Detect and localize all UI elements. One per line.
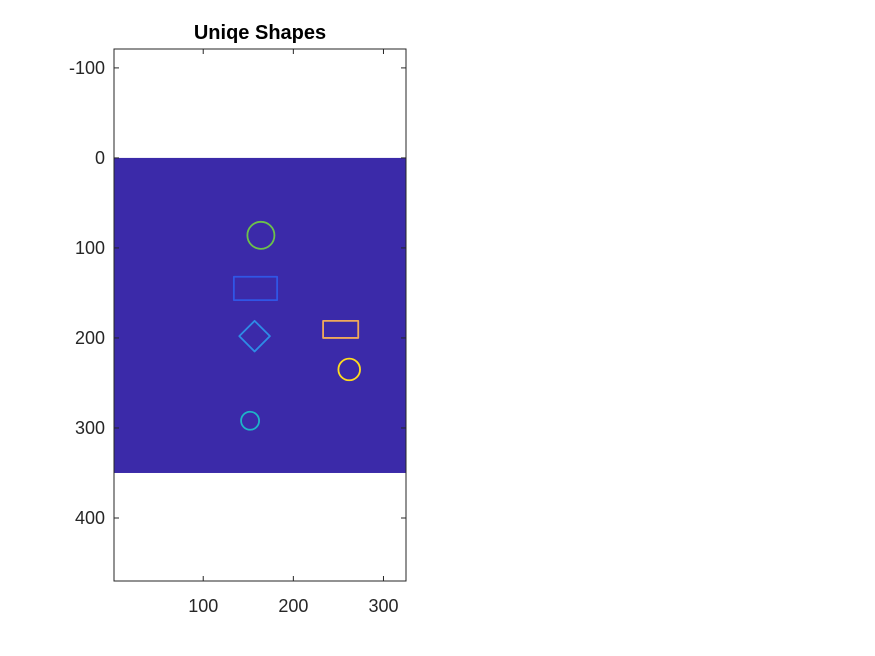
axes: 100 200 300 -100 0 100 200 300 400 (69, 48, 407, 616)
shape-diamond-2 (238, 319, 271, 353)
chart-title: Uniqe Shapes (194, 22, 326, 44)
image-background (114, 157, 406, 473)
y-tick-label: 300 (75, 418, 105, 438)
x-tick-label: 200 (278, 596, 308, 616)
plot-area (114, 157, 406, 473)
shape-circle-4 (337, 357, 361, 382)
y-tick-label: 400 (75, 508, 105, 528)
y-tick-label: 100 (75, 238, 105, 258)
shape-circle-5 (240, 410, 260, 431)
shape-rectangle-3 (322, 319, 360, 339)
y-tick-label: 200 (75, 328, 105, 348)
shape-rectangle-1 (232, 275, 279, 302)
x-tick-label: 100 (188, 596, 218, 616)
x-tick-label: 300 (368, 596, 398, 616)
y-tick-label: 0 (95, 148, 105, 168)
axes-box (113, 48, 407, 582)
y-tick-label: -100 (69, 58, 105, 78)
shape-circle-0 (246, 220, 276, 250)
